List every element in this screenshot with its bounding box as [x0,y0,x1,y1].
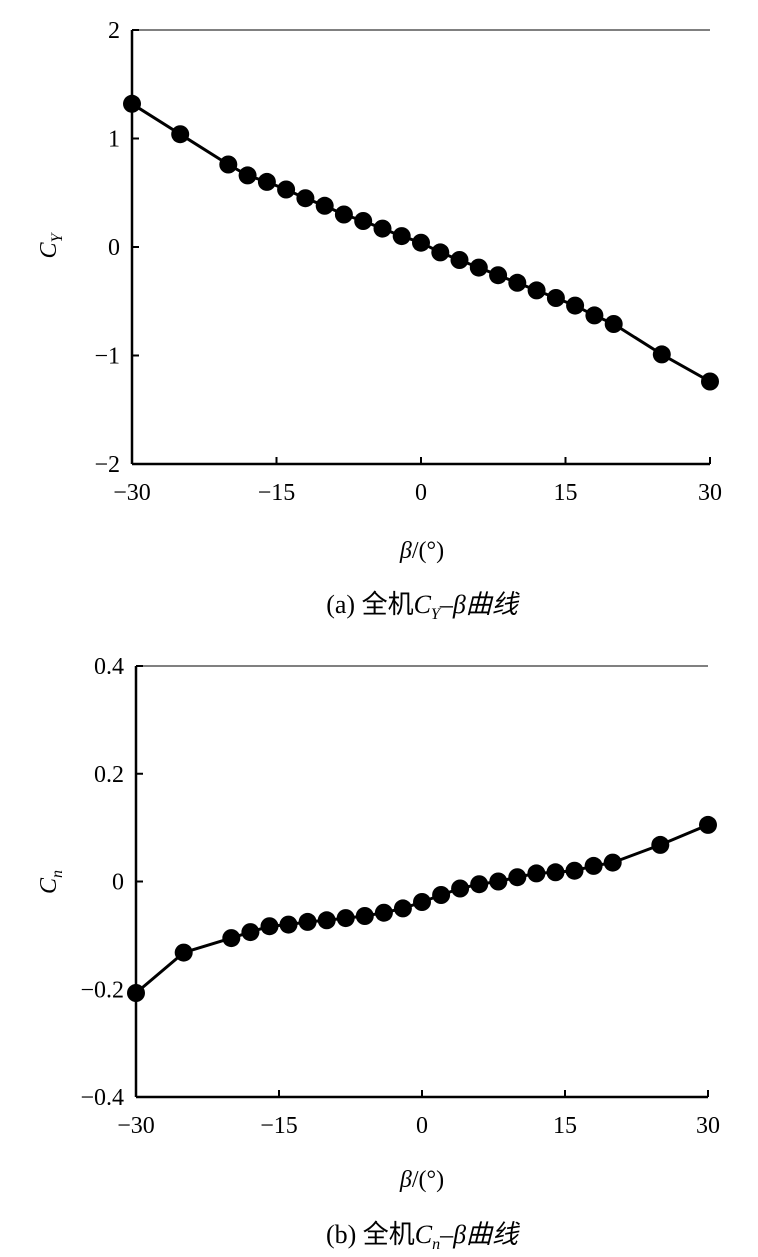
y-tick-label: −0.2 [80,977,124,1003]
data-point [508,273,527,292]
x-tick-label: 0 [416,1113,428,1139]
data-point [566,296,585,315]
data-point [584,856,603,875]
y-tick-label: 2 [108,18,120,44]
data-point [470,875,489,894]
x-tick-label: 15 [553,1113,577,1139]
data-point [527,281,546,300]
data-point [298,912,317,931]
data-point [238,166,257,185]
data-point [374,903,393,922]
y-axis-label: Cn [36,870,66,894]
x-tick-label: −15 [260,1113,298,1139]
data-point [546,863,565,882]
y-tick-label: 1 [108,127,120,153]
data-point [489,872,508,891]
data-point [469,258,488,277]
data-point [508,868,527,887]
data-point [296,189,315,208]
data-point [701,372,719,391]
x-axis-label: β/(°) [399,538,444,564]
y-tick-label: 0 [112,870,124,896]
data-point [336,909,355,928]
data-point [651,835,670,854]
data-point [373,219,392,238]
data-point [315,196,334,215]
data-point [222,929,241,948]
data-point [565,861,584,880]
data-point [451,879,470,898]
y-tick-label: 0.2 [94,762,124,788]
y-axis-label: CY [36,231,66,258]
data-point [585,306,604,325]
y-tick-label: 0 [108,235,120,261]
y-tick-label: −0.4 [80,1085,124,1111]
data-point [527,864,546,883]
data-point [279,915,298,934]
x-tick-label: −30 [113,480,151,506]
x-tick-label: 30 [696,1113,720,1139]
data-point [171,125,190,144]
y-tick-label: −2 [94,452,120,478]
data-point [257,172,276,191]
data-point [127,984,145,1002]
data-point [546,289,565,307]
data-point [393,899,412,918]
data-point [334,205,353,224]
data-point [392,227,411,246]
data-point [432,886,451,904]
data-point [241,923,260,942]
chart-caption: (a) 全机CY–β曲线 [326,590,521,623]
x-tick-label: 15 [554,480,578,506]
data-point [431,243,450,262]
data-point [450,251,469,269]
chart-caption: (b) 全机Cn–β曲线 [326,1220,521,1253]
data-point [317,911,336,930]
chart-cy-beta: −30 −15 0 15 30 −2 −1 0 1 2 β/(°) CY (a) 全机CY–β曲线 [36,18,722,623]
x-tick-label: 30 [698,480,722,506]
y-tick-label: −1 [94,344,120,370]
data-point [355,907,374,925]
data-point [652,345,671,364]
data-point [219,155,238,174]
data-point [174,943,193,962]
data-point [604,315,623,333]
x-tick-label: −30 [117,1113,155,1139]
data-point [277,180,296,199]
data-point [489,266,508,285]
chart-cn-beta: −30 −15 0 15 30 −0.4 −0.2 0 0.2 0.4 β/(°) Cn (b) … [36,654,720,1253]
data-point [603,853,622,872]
data-point [699,815,717,834]
x-tick-label: 0 [415,480,427,506]
data-point [412,233,430,252]
x-tick-label: −15 [258,480,296,506]
data-point [354,212,373,230]
data-point [413,893,431,911]
y-tick-label: 0.4 [94,654,124,680]
data-point [260,917,279,936]
x-axis-label: β/(°) [399,1167,444,1193]
data-point [123,94,141,113]
